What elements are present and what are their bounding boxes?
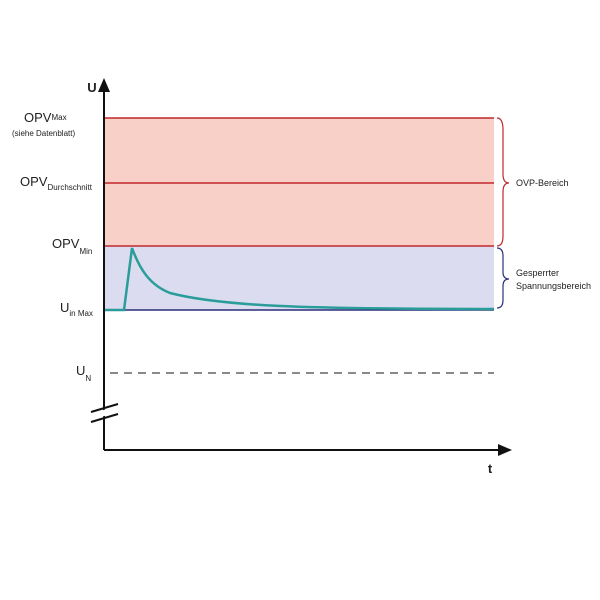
locked-brace xyxy=(496,247,510,309)
level-label: UN xyxy=(76,363,91,383)
range-label: Spannungsbereich xyxy=(516,281,591,291)
x-arrow xyxy=(498,444,512,456)
axis-break xyxy=(90,413,119,423)
axis-gap xyxy=(97,408,111,418)
ovp-brace xyxy=(496,117,510,247)
ovp-band xyxy=(104,118,494,246)
level-sub: Durchschnitt xyxy=(47,183,92,192)
axis-break xyxy=(90,403,119,413)
y-axis-label: U xyxy=(87,80,96,95)
level-main: U xyxy=(60,300,69,315)
voltage-curve xyxy=(104,247,495,312)
y-arrow xyxy=(98,78,110,92)
level-sub: N xyxy=(85,374,91,383)
level-label: OPVDurchschnitt xyxy=(20,174,93,192)
level-main: OPV xyxy=(20,174,48,189)
level-label: OPVMin xyxy=(52,236,92,256)
level-main: OPV xyxy=(52,236,80,251)
level-sub: Min xyxy=(79,247,92,256)
level-sub: Max xyxy=(51,113,66,122)
range-label: OVP-Bereich xyxy=(516,178,569,188)
level-main: U xyxy=(76,363,85,378)
level-main: OPV xyxy=(24,110,52,125)
level-label: OPVMax xyxy=(24,110,67,125)
locked-band xyxy=(104,246,494,310)
level-sub: in Max xyxy=(69,309,93,318)
range-label: Gesperrter xyxy=(516,268,559,278)
x-axis-label: t xyxy=(488,461,493,476)
level-label: Uin Max xyxy=(60,300,93,318)
level-note: (siehe Datenblatt) xyxy=(12,129,75,138)
